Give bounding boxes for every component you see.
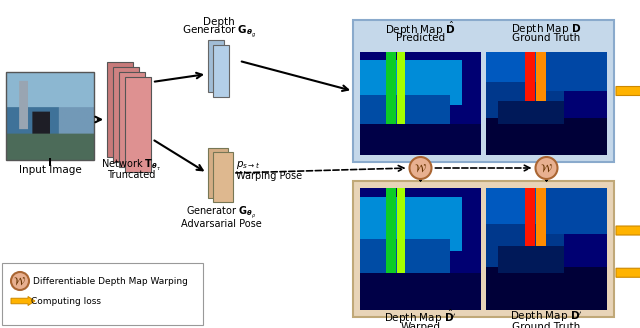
Text: Network $\mathbf{T}_{\boldsymbol{\theta}_\tau}$: Network $\mathbf{T}_{\boldsymbol{\theta}… [101,157,161,173]
FancyArrow shape [11,297,35,305]
Text: Differentiable Depth Map Warping: Differentiable Depth Map Warping [33,277,188,285]
Text: Depth Map $\mathbf{D}$: Depth Map $\mathbf{D}$ [511,22,582,36]
FancyBboxPatch shape [353,20,614,162]
Text: $p_{s\rightarrow t}$: $p_{s\rightarrow t}$ [236,159,260,171]
Bar [208,148,228,198]
FancyArrow shape [616,223,640,238]
Text: Depth Map $\mathbf{D}'$: Depth Map $\mathbf{D}'$ [510,310,583,324]
Text: Advarsarial Pose: Advarsarial Pose [180,219,261,229]
FancyArrow shape [616,265,640,280]
Bar [125,77,151,172]
Bar [119,72,145,167]
Text: Generator $\mathbf{G}_{\boldsymbol{\theta}_\rho}$: Generator $\mathbf{G}_{\boldsymbol{\thet… [186,205,256,221]
Text: Warped: Warped [401,322,440,328]
Text: Ground Truth: Ground Truth [513,33,580,43]
Text: Ground Truth: Ground Truth [513,322,580,328]
FancyArrow shape [616,84,640,98]
Text: Input Image: Input Image [19,165,81,175]
Text: Predicted: Predicted [396,33,445,43]
Text: Depth Map $\hat{\mathbf{D}}'$: Depth Map $\hat{\mathbf{D}}'$ [384,308,457,326]
Circle shape [536,157,557,179]
Bar [6,72,94,160]
Bar [107,62,133,157]
Text: $\mathcal{W}$: $\mathcal{W}$ [13,275,26,287]
Text: Computing loss: Computing loss [31,297,101,305]
FancyBboxPatch shape [353,181,614,317]
Text: Depth: Depth [203,17,235,27]
Text: Warping Pose: Warping Pose [236,171,302,181]
Text: $\mathcal{W}$: $\mathcal{W}$ [414,162,427,174]
Bar [208,40,224,92]
Bar [213,45,229,97]
Bar [113,67,139,162]
Text: Truncated: Truncated [107,170,155,180]
Circle shape [11,272,29,290]
Text: Depth Map $\hat{\mathbf{D}}$: Depth Map $\hat{\mathbf{D}}$ [385,20,456,38]
FancyBboxPatch shape [2,263,203,325]
Text: Generator $\mathbf{G}_{\boldsymbol{\theta}_g}$: Generator $\mathbf{G}_{\boldsymbol{\thet… [182,24,257,40]
Bar [213,152,233,202]
Text: $\mathcal{W}$: $\mathcal{W}$ [540,162,553,174]
Text: $\mathbf{I}$: $\mathbf{I}$ [47,156,52,168]
Circle shape [410,157,431,179]
